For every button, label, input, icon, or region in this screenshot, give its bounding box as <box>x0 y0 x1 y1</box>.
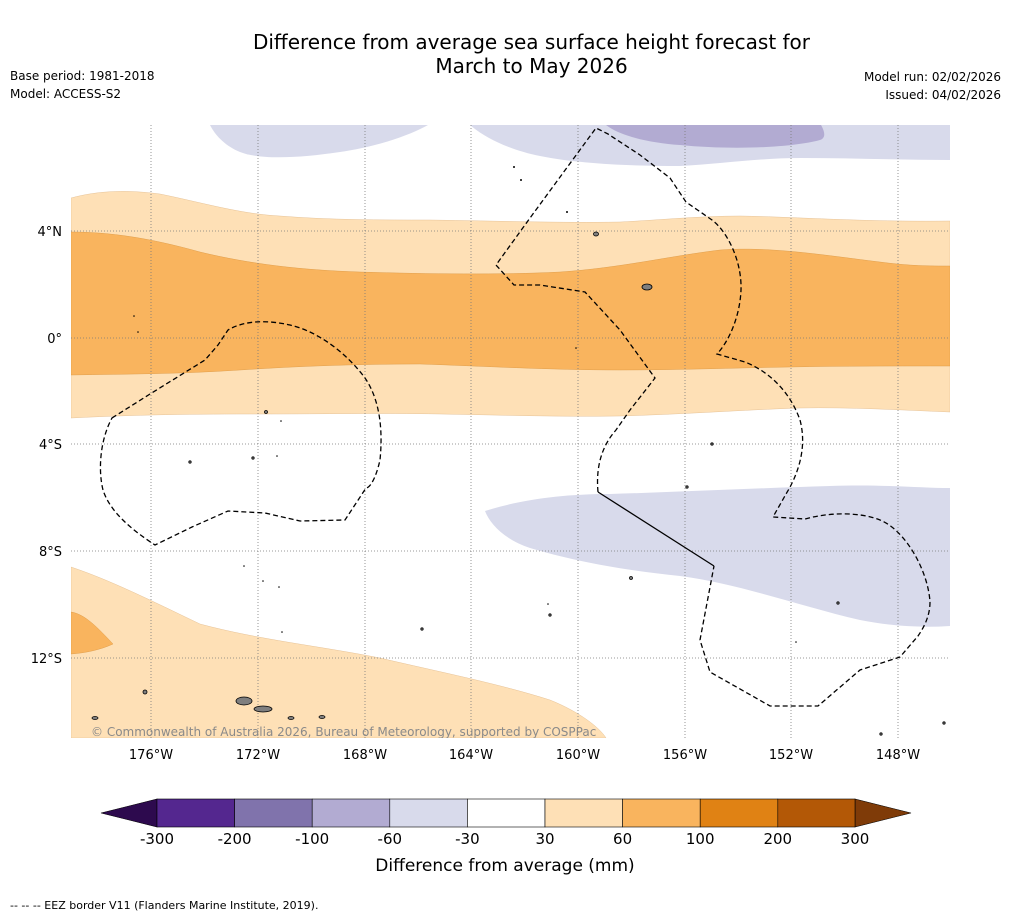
island-266 <box>264 410 268 414</box>
anomaly-north-light-purple-1 <box>210 125 428 158</box>
x-tick-176w: 176°W <box>129 748 173 763</box>
x-tick-148w: 148°W <box>876 748 920 763</box>
island-881 <box>879 732 883 736</box>
meta-left: Base period: 1981-2018 Model: ACCESS-S2 <box>10 67 155 103</box>
islet-282 <box>281 631 283 633</box>
island-322 <box>318 715 326 719</box>
y-tick-0: 0° <box>47 332 62 347</box>
anomaly-southwest-light-orange <box>71 566 607 738</box>
islet-576 <box>575 347 577 349</box>
map-area: © Commonwealth of Australia 2026, Bureau… <box>71 125 950 739</box>
x-tick-168w: 168°W <box>343 748 387 763</box>
colorbar-seg-2 <box>234 798 313 828</box>
colorbar: -300 -200 -100 -60 -30 30 60 100 200 300… <box>100 798 912 876</box>
longitude-gridlines <box>150 125 899 738</box>
y-tick-8s: 8°S <box>39 545 62 560</box>
islet-244 <box>243 565 245 567</box>
x-tick-164w: 164°W <box>449 748 493 763</box>
anomaly-southeast-light-purple <box>485 485 950 627</box>
island-422 <box>420 627 424 631</box>
island-712 <box>710 442 714 446</box>
colorbar-label-4: -60 <box>378 830 403 848</box>
islands <box>91 231 946 736</box>
colorbar-label-5: -30 <box>455 830 480 848</box>
islet-548 <box>547 603 549 605</box>
colorbar-seg-9 <box>777 798 856 828</box>
base-period: Base period: 1981-2018 <box>10 69 155 83</box>
colorbar-label-2: -200 <box>218 830 252 848</box>
colorbar-seg-7 <box>622 798 701 828</box>
anomaly-southwest-orange <box>71 611 114 655</box>
tiny-islands <box>133 166 797 643</box>
issued-date: Issued: 04/02/2026 <box>885 88 1001 102</box>
anomaly-north-purple <box>606 125 825 148</box>
island-190 <box>188 460 192 464</box>
islet-796 <box>795 641 797 643</box>
island-95 <box>91 716 99 720</box>
anomaly-band-orange <box>71 231 950 376</box>
island-291 <box>287 716 295 720</box>
map-title: Difference from average sea surface heig… <box>0 30 1011 78</box>
y-tick-12s: 12°S <box>31 652 62 667</box>
islet-279 <box>278 586 280 588</box>
island-tabuaeran <box>593 231 599 237</box>
islet-138 <box>137 331 139 333</box>
y-tick-4s: 4°S <box>39 438 62 453</box>
x-tick-160w: 160°W <box>556 748 600 763</box>
islet-521 <box>520 179 522 181</box>
colorbar-label-1: -300 <box>140 830 174 848</box>
map-title-line1: Difference from average sea surface heig… <box>252 30 811 54</box>
colorbar-seg-3 <box>311 798 391 828</box>
islet-281 <box>280 420 282 422</box>
island-samoa-1 <box>235 696 253 706</box>
x-tick-172w: 172°W <box>236 748 280 763</box>
y-tick-4n: 4°N <box>38 225 63 240</box>
island-838 <box>836 601 840 605</box>
colorbar-label-8: 100 <box>686 830 715 848</box>
model-run: Model run: 02/02/2026 <box>863 70 1001 84</box>
latitude-gridlines <box>71 230 950 659</box>
colorbar-seg-5 <box>467 798 546 828</box>
island-kiritimati <box>641 283 653 291</box>
colorbar-title: Difference from average (mm) <box>375 856 634 876</box>
x-tick-156w: 156°W <box>663 748 707 763</box>
islet-134 <box>133 315 135 317</box>
colorbar-label-6: 30 <box>535 830 554 848</box>
eez-borders <box>99 127 931 707</box>
eez-border-line-islands <box>495 127 931 707</box>
colorbar-label-10: 300 <box>841 830 870 848</box>
islet-263 <box>262 580 264 582</box>
model-name: Model: ACCESS-S2 <box>10 87 122 101</box>
x-axis: 176°W 172°W 168°W 164°W 160°W 156°W 152°… <box>129 748 920 763</box>
colorbar-high-extend <box>854 798 912 828</box>
island-145 <box>142 689 148 695</box>
colorbar-seg-4 <box>389 798 468 828</box>
eez-footnote: -- -- -- EEZ border V11 (Flanders Marine… <box>10 899 319 912</box>
x-tick-152w: 152°W <box>769 748 813 763</box>
island-550 <box>548 613 552 617</box>
eez-border-tokelau-solid <box>597 491 715 567</box>
island-samoa-2 <box>253 705 273 713</box>
colorbar-low-extend <box>100 798 158 828</box>
island-253 <box>251 456 255 460</box>
eez-border-kiribati-gilbert <box>99 321 382 546</box>
island-944 <box>942 721 946 725</box>
map-title-line2: March to May 2026 <box>435 54 628 78</box>
island-687 <box>685 485 689 489</box>
colorbar-seg-6 <box>544 798 623 828</box>
island-631 <box>629 576 633 580</box>
meta-right: Model run: 02/02/2026 Issued: 04/02/2026 <box>864 68 1001 104</box>
islet-277 <box>276 455 278 457</box>
islet-514 <box>513 166 515 168</box>
colorbar-labels: -300 -200 -100 -60 -30 30 60 100 200 300 <box>140 830 869 848</box>
copyright-notice: © Commonwealth of Australia 2026, Bureau… <box>91 725 596 739</box>
colorbar-label-7: 60 <box>613 830 632 848</box>
colorbar-seg-8 <box>699 798 779 828</box>
colorbar-label-9: 200 <box>763 830 792 848</box>
y-axis: 4°N 0° 4°S 8°S 12°S <box>31 225 62 667</box>
colorbar-label-3: -100 <box>295 830 329 848</box>
colorbar-seg-1 <box>156 798 235 828</box>
islet-567 <box>566 211 568 213</box>
